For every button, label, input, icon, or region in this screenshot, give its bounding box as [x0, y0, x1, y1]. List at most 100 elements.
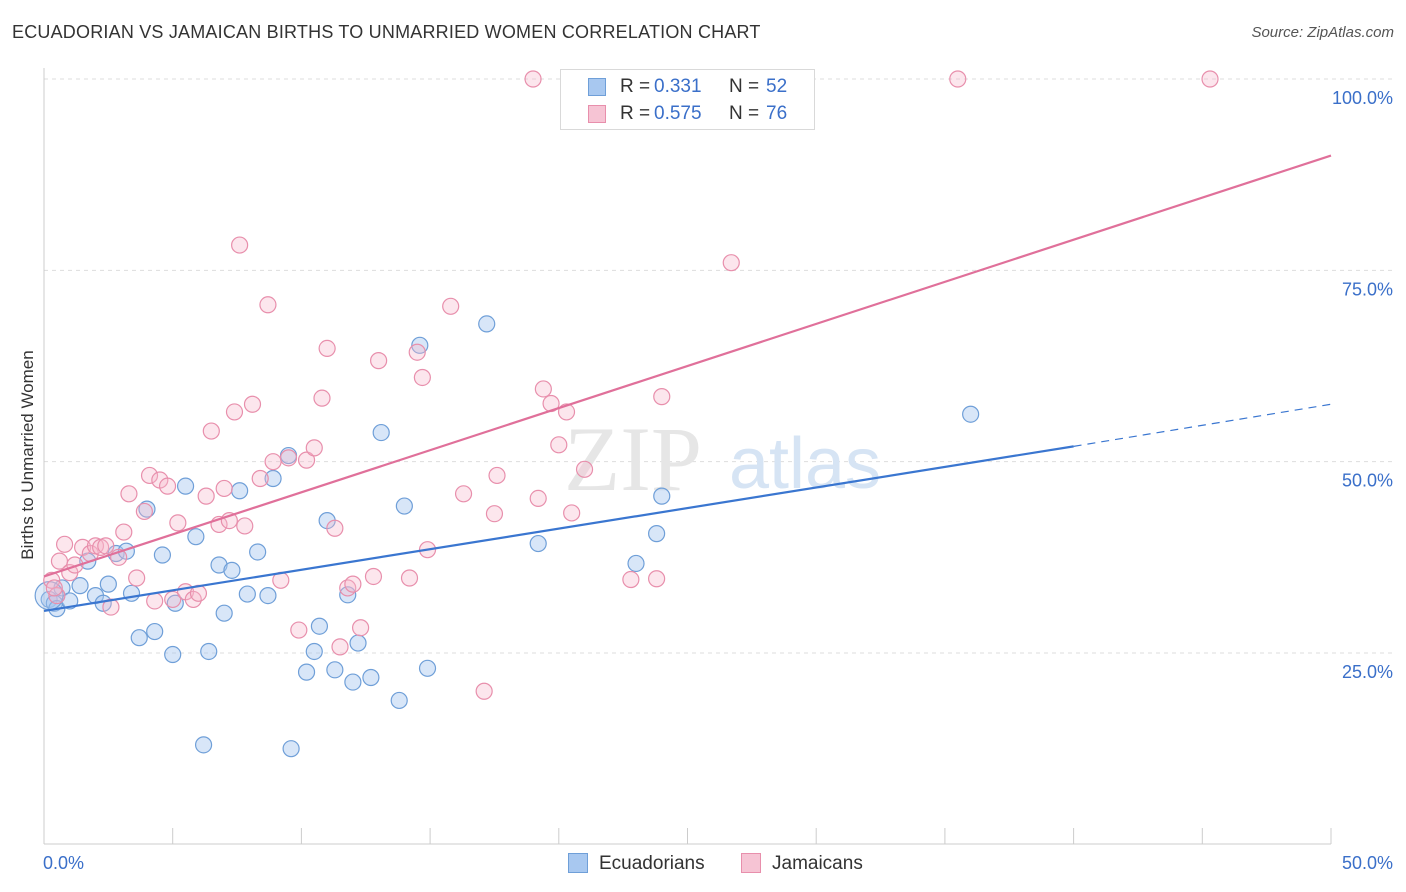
point-jamaicans [251, 469, 269, 488]
x-tick-label-min: 0.0% [43, 853, 84, 873]
point-jamaicans [231, 236, 249, 254]
point-ecuadorians [297, 663, 316, 681]
point-jamaicans [364, 567, 383, 586]
legend-swatch-ecuadorians-bottom[interactable] [568, 853, 588, 873]
legend-swatch-jamaicans [588, 105, 606, 123]
point-ecuadorians [344, 673, 362, 691]
point-jamaicans [488, 466, 506, 485]
x-tick-label-max: 50.0% [1342, 853, 1393, 873]
point-jamaicans [158, 477, 177, 495]
legend-swatch-jamaicans-bottom[interactable] [741, 853, 761, 873]
point-jamaicans [297, 451, 316, 469]
point-jamaicans [215, 479, 233, 498]
point-ecuadorians [71, 577, 89, 595]
legend-n-value: 52 [766, 76, 788, 97]
series-legend: Ecuadorians Jamaicans [0, 853, 1406, 875]
point-jamaicans [202, 422, 220, 440]
point-jamaicans [344, 575, 362, 593]
point-jamaicans [575, 460, 594, 478]
point-jamaicans [313, 389, 331, 407]
point-ecuadorians [210, 556, 228, 574]
point-ecuadorians [310, 617, 329, 635]
point-jamaicans [259, 296, 277, 314]
point-jamaicans [66, 556, 84, 574]
legend-swatch-ecuadorians [588, 78, 606, 96]
series-ecuadorians-points [34, 315, 980, 758]
point-jamaicans [128, 569, 146, 587]
point-jamaicans [290, 621, 308, 639]
y-tick-label: 75.0% [1342, 279, 1393, 299]
trend-line-ecuadorians [43, 445, 1074, 612]
legend-r-label: R = [620, 103, 651, 124]
point-jamaicans [97, 537, 115, 555]
legend-r-value: 0.331 [654, 76, 702, 97]
point-ecuadorians [305, 642, 323, 661]
point-jamaicans [485, 505, 504, 523]
axes [43, 68, 1332, 845]
point-jamaicans [408, 343, 426, 361]
point-ecuadorians [478, 315, 496, 333]
point-jamaicans [400, 569, 419, 587]
legend-n-value: 76 [766, 103, 788, 124]
point-ecuadorians [146, 622, 164, 641]
point-ecuadorians [529, 534, 547, 553]
legend-r-value: 0.575 [654, 103, 702, 124]
point-jamaicans [454, 485, 473, 503]
point-ecuadorians [231, 482, 249, 500]
legend-n-label: N = [729, 76, 760, 97]
legend-label-jamaicans[interactable]: Jamaicans [772, 853, 863, 874]
point-jamaicans [529, 489, 547, 508]
point-jamaicans [326, 519, 344, 537]
point-ecuadorians [326, 661, 344, 679]
point-jamaicans [622, 570, 640, 589]
point-jamaicans [120, 485, 138, 503]
point-ecuadorians [339, 586, 357, 604]
point-ecuadorians [138, 500, 156, 518]
point-ecuadorians [362, 668, 380, 687]
point-jamaicans [413, 368, 431, 387]
point-ecuadorians [238, 585, 256, 603]
point-jamaicans [370, 352, 388, 370]
point-jamaicans [264, 453, 282, 471]
point-jamaicans [331, 638, 349, 656]
watermark-atlas: atlas [729, 424, 881, 504]
point-jamaicans [55, 535, 74, 553]
point-jamaicans [236, 517, 254, 535]
point-jamaicans [305, 439, 323, 457]
point-ecuadorians [418, 659, 437, 677]
point-ecuadorians [194, 736, 213, 754]
legend-n-label: N = [729, 103, 760, 124]
legend-label-ecuadorians[interactable]: Ecuadorians [599, 853, 705, 874]
point-ecuadorians [153, 546, 172, 564]
point-ecuadorians [653, 487, 671, 505]
watermark-zip: ZIP [564, 408, 702, 510]
point-ecuadorians [962, 405, 980, 423]
point-jamaicans [225, 403, 244, 421]
point-jamaicans [102, 598, 120, 616]
point-ecuadorians [259, 586, 277, 605]
point-ecuadorians [648, 525, 666, 543]
point-jamaicans [648, 570, 666, 588]
point-ecuadorians [187, 528, 205, 546]
series-jamaicans-points [43, 70, 1219, 700]
point-jamaicans [550, 436, 568, 454]
point-jamaicans [115, 523, 133, 541]
point-jamaicans [197, 487, 215, 505]
point-ecuadorians [372, 423, 390, 442]
point-jamaicans [653, 388, 671, 406]
point-ecuadorians [130, 629, 148, 647]
point-jamaicans [45, 579, 63, 597]
y-tick-label: 100.0% [1332, 88, 1393, 108]
point-jamaicans [563, 504, 581, 522]
point-jamaicans [722, 254, 740, 272]
correlation-legend: R = 0.331 N = 52 R = 0.575 N = 76 [560, 69, 815, 130]
point-jamaicans [352, 619, 370, 637]
point-jamaicans [534, 380, 552, 398]
point-jamaicans [524, 70, 542, 88]
legend-r-label: R = [620, 76, 651, 97]
point-ecuadorians [395, 497, 413, 515]
point-jamaicans [949, 70, 967, 88]
point-ecuadorians [164, 645, 182, 664]
trend-line-ecuadorians-extension [1073, 403, 1332, 447]
